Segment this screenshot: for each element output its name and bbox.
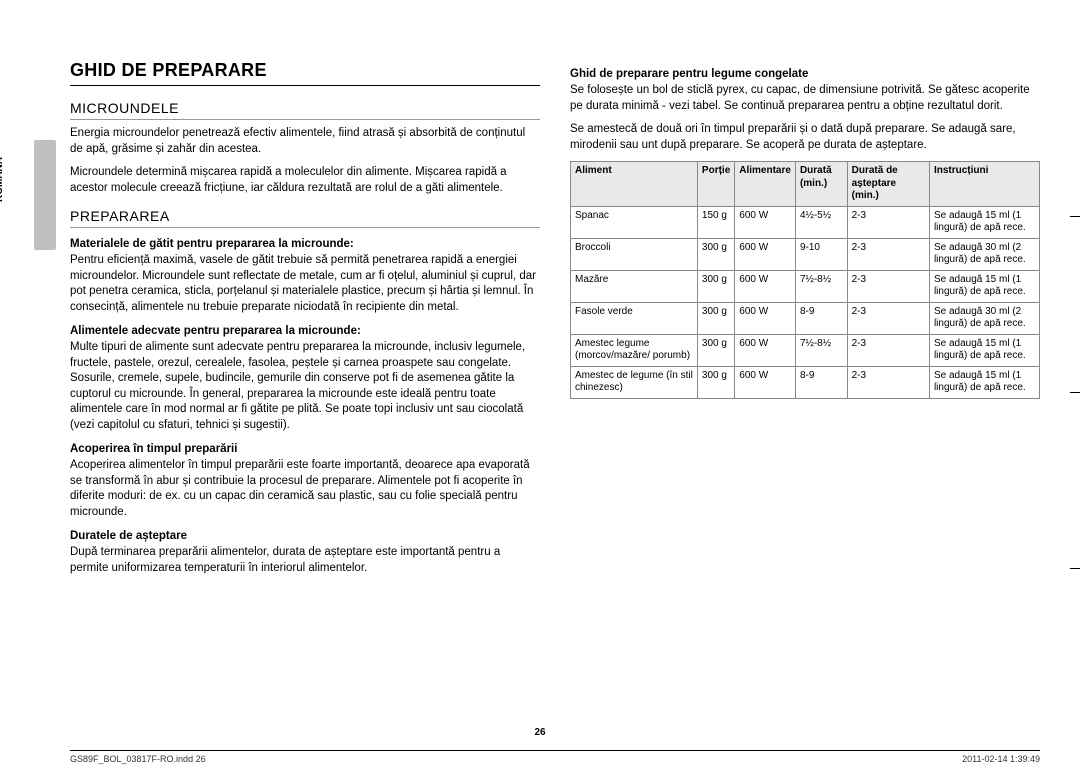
th-asteptare: Durată de așteptare (min.) xyxy=(847,162,929,207)
table-cell: Se adaugă 30 ml (2 lingură) de apă rece. xyxy=(929,238,1039,270)
table-row: Spanac150 g600 W4½-5½2-3Se adaugă 15 ml … xyxy=(571,206,1040,238)
table-cell: 7½-8½ xyxy=(795,270,847,302)
crop-mark-icon xyxy=(1070,392,1080,393)
table-cell: 8-9 xyxy=(795,366,847,398)
table-cell: Se adaugă 15 ml (1 lingură) de apă rece. xyxy=(929,334,1039,366)
table-cell: 600 W xyxy=(735,334,796,366)
para-heading: Alimentele adecvate pentru prepararea la… xyxy=(70,325,540,337)
table-cell: 300 g xyxy=(697,302,734,334)
crop-mark-icon xyxy=(1070,568,1080,569)
table-cell: Amestec legume (morcov/mazăre/ porumb) xyxy=(571,334,698,366)
right-heading: Ghid de preparare pentru legume congelat… xyxy=(570,68,1040,80)
page-number: 26 xyxy=(0,727,1080,738)
table-cell: 300 g xyxy=(697,334,734,366)
table-cell: Mazăre xyxy=(571,270,698,302)
table-header-row: Aliment Porție Alimentare Durată (min.) … xyxy=(571,162,1040,207)
table-cell: 7½-8½ xyxy=(795,334,847,366)
footer: GS89F_BOL_03817F-RO.indd 26 2011-02-14 1… xyxy=(70,750,1040,764)
table-cell: Se adaugă 30 ml (2 lingură) de apă rece. xyxy=(929,302,1039,334)
table-row: Broccoli300 g600 W9-102-3Se adaugă 30 ml… xyxy=(571,238,1040,270)
para-heading: Materialele de gătit pentru prepararea l… xyxy=(70,238,540,250)
th-instructiuni: Instrucțiuni xyxy=(929,162,1039,207)
table-cell: Broccoli xyxy=(571,238,698,270)
para: Se amestecă de două ori în timpul prepar… xyxy=(570,122,1040,153)
table-cell: 2-3 xyxy=(847,302,929,334)
table-cell: 8-9 xyxy=(795,302,847,334)
content-columns: GHID DE PREPARARE MICROUNDELE Energia mi… xyxy=(70,60,1040,584)
table-cell: Se adaugă 15 ml (1 lingură) de apă rece. xyxy=(929,366,1039,398)
para: După terminarea preparării alimentelor, … xyxy=(70,545,540,576)
table-cell: 2-3 xyxy=(847,334,929,366)
table-cell: Fasole verde xyxy=(571,302,698,334)
para-heading: Duratele de așteptare xyxy=(70,530,540,542)
table-cell: Amestec de legume (în stil chinezesc) xyxy=(571,366,698,398)
table-cell: 150 g xyxy=(697,206,734,238)
table-cell: 600 W xyxy=(735,238,796,270)
para: Pentru eficiență maximă, vasele de gătit… xyxy=(70,253,540,315)
table-cell: Se adaugă 15 ml (1 lingură) de apă rece. xyxy=(929,270,1039,302)
table-cell: 600 W xyxy=(735,302,796,334)
th-aliment: Aliment xyxy=(571,162,698,207)
table-cell: 2-3 xyxy=(847,206,929,238)
left-column: GHID DE PREPARARE MICROUNDELE Energia mi… xyxy=(70,60,540,584)
table-cell: 9-10 xyxy=(795,238,847,270)
table-cell: 2-3 xyxy=(847,270,929,302)
right-column: Ghid de preparare pentru legume congelat… xyxy=(570,60,1040,584)
table-row: Fasole verde300 g600 W8-92-3Se adaugă 30… xyxy=(571,302,1040,334)
para: Energia microundelor penetrează efectiv … xyxy=(70,126,540,157)
table-cell: 600 W xyxy=(735,366,796,398)
th-portie: Porție xyxy=(697,162,734,207)
table-cell: Spanac xyxy=(571,206,698,238)
language-tab: ROMÂNĂ xyxy=(34,140,56,250)
table-cell: 4½-5½ xyxy=(795,206,847,238)
page: ROMÂNĂ GHID DE PREPARARE MICROUNDELE Ene… xyxy=(0,0,1080,782)
subhead-microundele: MICROUNDELE xyxy=(70,100,540,120)
table-cell: 600 W xyxy=(735,270,796,302)
para: Microundele determină mișcarea rapidă a … xyxy=(70,165,540,196)
para-heading: Acoperirea în timpul preparării xyxy=(70,443,540,455)
th-alimentare: Alimentare xyxy=(735,162,796,207)
th-durata: Durată (min.) xyxy=(795,162,847,207)
table-row: Amestec legume (morcov/mazăre/ porumb)30… xyxy=(571,334,1040,366)
para: Se folosește un bol de sticlă pyrex, cu … xyxy=(570,83,1040,114)
table-cell: 300 g xyxy=(697,238,734,270)
table-cell: 2-3 xyxy=(847,366,929,398)
table-row: Mazăre300 g600 W7½-8½2-3Se adaugă 15 ml … xyxy=(571,270,1040,302)
table-cell: 600 W xyxy=(735,206,796,238)
cooking-table: Aliment Porție Alimentare Durată (min.) … xyxy=(570,161,1040,399)
language-label: ROMÂNĂ xyxy=(0,102,5,202)
para: Multe tipuri de alimente sunt adecvate p… xyxy=(70,340,540,433)
table-cell: 300 g xyxy=(697,366,734,398)
crop-mark-icon xyxy=(1070,216,1080,217)
main-title: GHID DE PREPARARE xyxy=(70,60,540,86)
subhead-prepararea: PREPARAREA xyxy=(70,208,540,228)
table-cell: 2-3 xyxy=(847,238,929,270)
footer-timestamp: 2011-02-14 1:39:49 xyxy=(962,754,1040,764)
table-cell: 300 g xyxy=(697,270,734,302)
table-cell: Se adaugă 15 ml (1 lingură) de apă rece. xyxy=(929,206,1039,238)
footer-file: GS89F_BOL_03817F-RO.indd 26 xyxy=(70,754,206,764)
para: Acoperirea alimentelor în timpul prepară… xyxy=(70,458,540,520)
table-row: Amestec de legume (în stil chinezesc)300… xyxy=(571,366,1040,398)
